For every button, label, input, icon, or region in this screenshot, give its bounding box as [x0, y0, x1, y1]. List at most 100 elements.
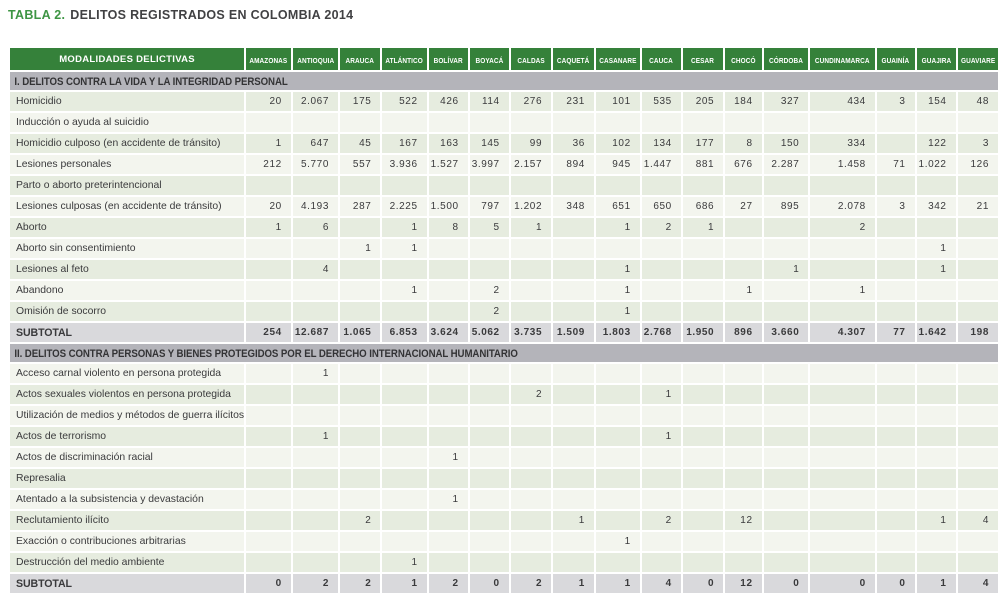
subtotal-cell: 0	[763, 574, 809, 593]
data-cell	[810, 511, 875, 530]
data-cell: 1	[292, 364, 338, 383]
data-cell	[292, 553, 338, 572]
data-cell: 5.770	[292, 155, 338, 174]
data-cell	[763, 302, 809, 321]
data-cell: 177	[682, 134, 724, 153]
table-row: Homicidio 20 2.067 175 522 426 114 276 231 101 535…	[10, 92, 998, 111]
data-cell	[553, 385, 594, 404]
data-cell: 145	[469, 134, 509, 153]
data-cell	[810, 113, 875, 132]
table-row: Abandono 1 2 1 1 1	[10, 281, 998, 300]
data-cell	[763, 511, 809, 530]
data-cell	[340, 406, 381, 425]
data-cell	[763, 532, 809, 551]
data-cell	[340, 469, 381, 488]
data-cell	[469, 260, 509, 279]
data-cell	[510, 448, 552, 467]
table-row: Utilización de medios y métodos de guerr…	[10, 406, 998, 425]
data-cell: 231	[553, 92, 594, 111]
data-cell: 2	[641, 218, 681, 237]
table-row: Exacción o contribuciones arbitrarias 1	[10, 532, 998, 551]
data-cell	[469, 364, 509, 383]
data-cell	[641, 302, 681, 321]
data-cell	[428, 260, 468, 279]
row-label: Omisión de socorro	[10, 302, 245, 321]
data-cell: 650	[641, 197, 681, 216]
department-name: AMAZONAS	[249, 56, 288, 65]
data-cell	[957, 427, 998, 446]
data-cell	[469, 239, 509, 258]
data-cell	[246, 532, 291, 551]
data-cell	[682, 532, 724, 551]
table-title: TABLA 2. DELITOS REGISTRADOS EN COLOMBIA …	[8, 8, 1000, 22]
data-cell: 20	[246, 92, 291, 111]
data-cell	[641, 448, 681, 467]
data-cell: 3.936	[382, 155, 427, 174]
data-cell	[916, 532, 956, 551]
data-cell	[682, 448, 724, 467]
data-cell	[428, 239, 468, 258]
department-name: CUNDINAMARCA	[815, 56, 871, 65]
data-cell	[876, 281, 915, 300]
data-cell: 1	[382, 281, 427, 300]
data-cell	[246, 469, 291, 488]
data-cell	[725, 113, 762, 132]
data-cell	[763, 427, 809, 446]
department-name: GUAJIRA	[921, 56, 951, 65]
data-cell: 1	[641, 385, 681, 404]
table-header-row: MODALIDADES DELICTIVAS AMAZONAS ANTIOQUIA A…	[10, 48, 998, 70]
data-cell	[595, 553, 640, 572]
data-cell: 1	[725, 281, 762, 300]
subtotal-cell: 6.853	[382, 323, 427, 342]
data-cell	[246, 364, 291, 383]
data-cell	[876, 448, 915, 467]
data-cell	[340, 364, 381, 383]
data-cell: 1	[916, 511, 956, 530]
data-cell	[246, 281, 291, 300]
data-cell	[957, 490, 998, 509]
section-header-row: II. DELITOS CONTRA PERSONAS Y BIENES PRO…	[10, 344, 998, 362]
department-name: GUAVIARE	[960, 56, 995, 65]
data-cell: 1	[763, 260, 809, 279]
table-row: Inducción o ayuda al suicidio	[10, 113, 998, 132]
data-cell: 2.225	[382, 197, 427, 216]
subtotal-row: SUBTOTAL 254 12.687 1.065 6.853 3.624 5.062 3.7…	[10, 323, 998, 342]
data-cell: 1	[428, 490, 468, 509]
data-cell: 3	[957, 134, 998, 153]
data-cell: 1.447	[641, 155, 681, 174]
data-cell: 21	[957, 197, 998, 216]
data-cell: 134	[641, 134, 681, 153]
data-cell: 1	[246, 134, 291, 153]
data-cell	[725, 448, 762, 467]
data-cell	[725, 406, 762, 425]
data-cell	[553, 113, 594, 132]
data-cell	[469, 406, 509, 425]
data-cell	[469, 385, 509, 404]
table-row: Represalia	[10, 469, 998, 488]
data-cell	[595, 239, 640, 258]
table-row: Lesiones personales 212 5.770 557 3.936 1.527…	[10, 155, 998, 174]
data-cell	[725, 218, 762, 237]
data-cell	[340, 553, 381, 572]
data-cell	[382, 176, 427, 195]
data-cell	[876, 113, 915, 132]
data-cell: 1.500	[428, 197, 468, 216]
subtotal-cell: 4	[641, 574, 681, 593]
data-cell	[641, 490, 681, 509]
data-cell	[876, 511, 915, 530]
row-label: Exacción o contribuciones arbitrarias	[10, 532, 245, 551]
data-cell: 163	[428, 134, 468, 153]
data-cell	[340, 532, 381, 551]
data-cell: 557	[340, 155, 381, 174]
data-cell: 4.193	[292, 197, 338, 216]
data-cell: 114	[469, 92, 509, 111]
data-cell: 2	[641, 511, 681, 530]
data-cell	[246, 406, 291, 425]
data-cell	[510, 469, 552, 488]
data-cell	[510, 406, 552, 425]
column-header-modalidades-delictivas: MODALIDADES DELICTIVAS	[10, 48, 245, 70]
data-cell	[246, 239, 291, 258]
row-label: Actos de discriminación racial	[10, 448, 245, 467]
data-cell	[916, 302, 956, 321]
data-cell	[641, 239, 681, 258]
